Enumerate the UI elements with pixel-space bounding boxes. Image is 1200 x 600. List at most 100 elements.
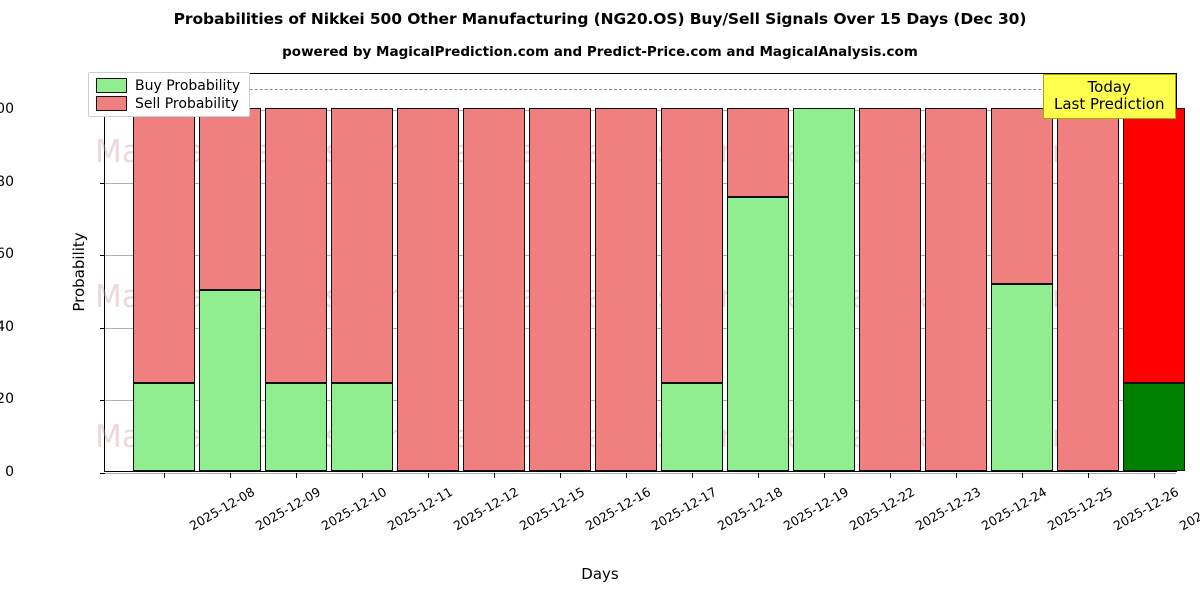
x-tick [230,473,231,478]
bar-segment-sell[interactable] [661,108,723,384]
bar-segment-buy[interactable] [265,383,327,471]
x-axis-label: 2025-12-19 [780,484,852,534]
x-axis-label: 2025-12-16 [582,484,654,534]
bar-segment-sell[interactable] [199,108,261,290]
bar-group[interactable] [529,72,591,471]
bar-segment-sell[interactable] [727,108,789,198]
bar-group[interactable] [199,72,261,471]
bar-group[interactable] [595,72,657,471]
y-axis-label: 40 [0,318,14,335]
bar-group[interactable] [397,72,459,471]
today-annotation: Today Last Prediction [1043,74,1176,119]
bar-group[interactable] [331,72,393,471]
bar-segment-sell[interactable] [529,108,591,471]
bar-segment-sell[interactable] [859,108,921,471]
x-axis-label: 2025-12-22 [846,484,918,534]
x-axis-label: 2025-12-26 [1110,484,1182,534]
bar-group[interactable] [1123,72,1185,471]
y-tick [100,255,105,257]
legend-swatch-sell [96,96,127,111]
chart-legend: Buy Probability Sell Probability [88,72,251,117]
legend-item-buy: Buy Probability [96,78,240,93]
today-annotation-line1: Today [1087,78,1131,96]
bar-group[interactable] [133,72,195,471]
x-axis-label: 2025-12-18 [714,484,786,534]
plot-area: MagicalAnalysis.com MagicalAnalysis.com … [70,72,1185,478]
bar-group[interactable] [727,72,789,471]
x-tick [494,473,495,478]
bar-segment-sell[interactable] [1123,108,1185,384]
bar-segment-sell[interactable] [331,108,393,384]
x-tick [824,473,825,478]
x-tick [626,473,627,478]
legend-label-buy: Buy Probability [135,77,241,94]
bar-segment-buy[interactable] [991,284,1053,471]
bar-segment-sell[interactable] [925,108,987,471]
x-tick [758,473,759,478]
x-tick [296,473,297,478]
bar-segment-buy[interactable] [661,383,723,471]
y-tick [100,327,105,329]
bar-series-layer [105,72,1185,471]
x-tick [362,473,363,478]
x-tick [428,473,429,478]
x-tick [890,473,891,478]
bar-group[interactable] [265,72,327,471]
legend-swatch-buy [96,78,127,93]
x-tick [956,473,957,478]
bar-group[interactable] [1057,72,1119,471]
x-axis-label: 2025-12-15 [516,484,588,534]
y-axis-label: 20 [0,391,14,408]
x-tick [164,473,165,478]
bar-segment-sell[interactable] [463,108,525,471]
bar-segment-buy[interactable] [1123,383,1185,471]
legend-item-sell: Sell Probability [96,96,240,111]
x-axis-label: 2025-12-12 [450,484,522,534]
bar-group[interactable] [991,72,1053,471]
today-annotation-line2: Last Prediction [1054,94,1165,113]
y-tick [100,400,105,402]
x-tick [560,473,561,478]
bar-group[interactable] [793,72,855,471]
bar-segment-sell[interactable] [265,108,327,384]
bar-segment-buy[interactable] [133,383,195,471]
y-axis-title: Probability [70,232,88,312]
x-tick [1022,473,1023,478]
chart-subtitle: powered by MagicalPrediction.com and Pre… [282,44,918,60]
chart-title: Probabilities of Nikkei 500 Other Manufa… [173,10,1027,28]
bar-segment-buy[interactable] [793,108,855,471]
bar-group[interactable] [925,72,987,471]
x-axis-label: 2025-12-10 [318,484,390,534]
bar-group[interactable] [463,72,525,471]
x-axis-title: Days [581,565,619,583]
bar-group[interactable] [661,72,723,471]
y-tick [100,182,105,184]
y-axis-label: 100 [0,101,14,118]
bar-segment-buy[interactable] [727,197,789,471]
bar-segment-buy[interactable] [199,289,261,471]
bar-segment-sell[interactable] [133,108,195,384]
y-tick [100,473,105,474]
y-axis-label: 0 [5,464,14,480]
x-tick [692,473,693,478]
x-axis-label: 2025-12-11 [384,484,456,534]
x-tick [1154,473,1155,478]
x-axis-label: 2025-12-25 [1044,484,1116,534]
x-axis-label: 2025-12-08 [186,484,258,534]
x-axis-label: 2025-12-09 [252,484,324,534]
legend-label-sell: Sell Probability [135,95,239,112]
bar-segment-sell[interactable] [595,108,657,471]
bar-segment-buy[interactable] [331,383,393,471]
x-axis-label: 2025-12-17 [648,484,720,534]
bar-group[interactable] [859,72,921,471]
x-axis-label: 2025-12-24 [978,484,1050,534]
bar-segment-sell[interactable] [397,108,459,471]
x-axis-label: 2025-12-23 [912,484,984,534]
gridline-0 [105,473,1176,474]
reference-line [105,89,1176,90]
bar-segment-sell[interactable] [991,108,1053,285]
x-axis-label: 2025-12-29 [1176,484,1200,534]
bar-segment-sell[interactable] [1057,108,1119,471]
y-axis-label: 80 [0,173,14,190]
